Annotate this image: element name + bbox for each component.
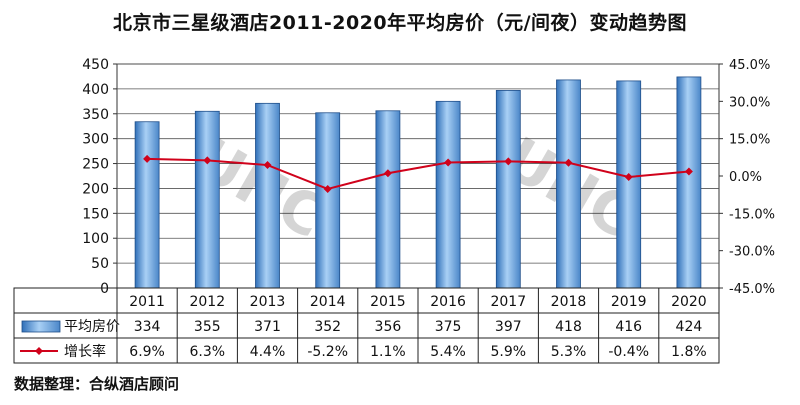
bar [495, 89, 521, 289]
y-left-tick-label: 300 [82, 132, 109, 148]
growth-point [263, 161, 272, 170]
growth-value-label: 1.1% [370, 344, 406, 360]
x-tick-label: 2016 [430, 294, 466, 310]
legend-label-bar: 平均房价 [64, 319, 120, 335]
growth-value-label: 5.9% [491, 344, 527, 360]
x-tick-label: 2018 [551, 294, 587, 310]
x-tick-label: 2012 [189, 294, 225, 310]
x-tick-label: 2020 [671, 294, 707, 310]
bar-value-label: 334 [134, 319, 161, 335]
growth-point [444, 158, 453, 167]
bar-value-label: 371 [254, 319, 281, 335]
bar [556, 79, 581, 289]
y-right-tick-label: -30.0% [729, 245, 775, 260]
y-right-tick-label: 30.0% [729, 95, 770, 110]
bar-value-label: 375 [435, 319, 462, 335]
bar-value-label: 416 [615, 319, 642, 335]
y-right-tick-label: 15.0% [729, 133, 770, 148]
x-tick-label: 2015 [370, 294, 406, 310]
bar [435, 100, 461, 289]
y-left-tick-label: 400 [82, 82, 109, 98]
x-tick-label: 2019 [611, 294, 647, 310]
growth-value-label: 5.3% [551, 344, 587, 360]
source-note: 数据整理：合纵酒店顾问 [14, 375, 180, 393]
y-left-tick-label: 100 [82, 231, 109, 247]
y-right-tick-label: 45.0% [729, 58, 770, 73]
bar [194, 110, 220, 289]
y-left-tick-label: 450 [82, 57, 109, 73]
y-right-tick-label: -45.0% [729, 282, 775, 297]
growth-value-label: -5.2% [307, 344, 348, 360]
growth-point [564, 158, 573, 167]
x-tick-label: 2014 [310, 294, 346, 310]
bar [315, 112, 341, 289]
bar [676, 76, 702, 289]
bar-value-label: 424 [676, 319, 703, 335]
bar-value-label: 356 [375, 319, 402, 335]
y-left-tick-label: 50 [91, 256, 109, 272]
legend-key-bar [21, 320, 61, 333]
y-left-tick-label: 350 [82, 107, 109, 123]
growth-value-label: -0.4% [608, 344, 649, 360]
bar [134, 121, 160, 289]
growth-point [143, 154, 152, 163]
bar-value-label: 397 [495, 319, 522, 335]
y-right-tick-label: -15.0% [729, 207, 775, 222]
x-tick-label: 2017 [490, 294, 526, 310]
growth-value-label: 4.4% [250, 344, 286, 360]
y-right-tick-label: 0.0% [729, 170, 762, 185]
growth-point [323, 184, 332, 193]
y-left-tick-label: 150 [82, 206, 109, 222]
growth-point [504, 157, 513, 166]
y-left-tick-label: 200 [82, 181, 109, 197]
legend-label-line: 增长率 [64, 343, 106, 360]
growth-value-label: 1.8% [671, 344, 707, 360]
growth-value-label: 6.9% [129, 344, 165, 360]
x-tick-label: 2011 [129, 294, 165, 310]
x-tick-label: 2013 [250, 294, 286, 310]
bar [375, 110, 401, 289]
growth-line [147, 157, 689, 190]
bar-value-label: 418 [555, 319, 582, 335]
growth-point [383, 169, 392, 178]
y-left-tick-label: 0 [100, 281, 109, 297]
bar-value-label: 352 [314, 319, 341, 335]
growth-point [624, 172, 633, 181]
growth-point [203, 156, 212, 165]
y-left-tick-label: 250 [82, 157, 109, 173]
growth-point [684, 167, 693, 176]
legend-key-marker [35, 347, 43, 355]
bar-value-label: 355 [194, 319, 221, 335]
growth-value-label: 6.3% [190, 344, 226, 360]
chart-title: 北京市三星级酒店2011-2020年平均房价（元/间夜）变动趋势图 [112, 12, 688, 34]
chart-svg: 0 50 100 150 200 250 300 350 400 450 -45.0% -30.0% -… [13, 57, 775, 364]
growth-value-label: 5.4% [430, 344, 466, 360]
bar [255, 102, 280, 289]
bar [616, 80, 642, 289]
